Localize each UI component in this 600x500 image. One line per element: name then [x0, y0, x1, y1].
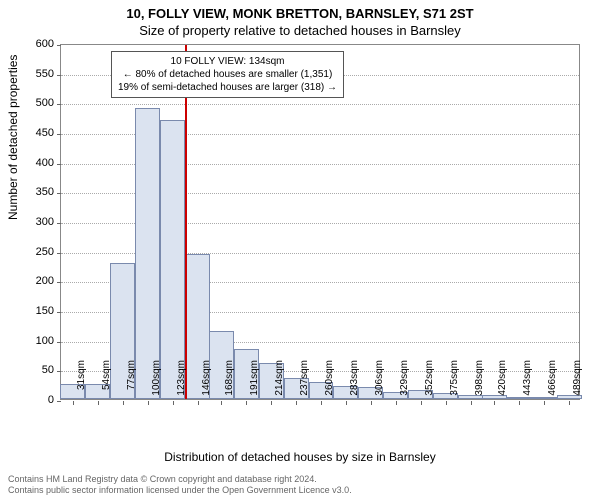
ytick-label: 300: [14, 216, 54, 228]
xtick-mark: [321, 401, 322, 405]
ytick-mark: [57, 164, 61, 165]
xtick-mark: [519, 401, 520, 405]
annotation-line: 19% of semi-detached houses are larger (…: [118, 81, 337, 94]
xtick-label: 168sqm: [224, 360, 235, 396]
xtick-label: 352sqm: [424, 360, 435, 396]
xtick-mark: [396, 401, 397, 405]
xtick-mark: [371, 401, 372, 405]
xtick-label: 420sqm: [497, 360, 508, 396]
xtick-mark: [123, 401, 124, 405]
ytick-label: 50: [14, 364, 54, 376]
ytick-mark: [57, 223, 61, 224]
xtick-label: 237sqm: [299, 360, 310, 396]
xtick-label: 398sqm: [474, 360, 485, 396]
xtick-mark: [246, 401, 247, 405]
xtick-label: 123sqm: [176, 360, 187, 396]
ytick-label: 100: [14, 335, 54, 347]
ytick-mark: [57, 45, 61, 46]
xtick-mark: [471, 401, 472, 405]
xtick-label: 375sqm: [449, 360, 460, 396]
xtick-mark: [421, 401, 422, 405]
xtick-mark: [98, 401, 99, 405]
ytick-label: 450: [14, 127, 54, 139]
xtick-label: 260sqm: [324, 360, 335, 396]
footer-line2: Contains public sector information licen…: [8, 485, 352, 496]
xtick-mark: [198, 401, 199, 405]
histogram-bar: [482, 395, 507, 399]
histogram-bar: [160, 120, 185, 399]
chart-title-address: 10, FOLLY VIEW, MONK BRETTON, BARNSLEY, …: [0, 0, 600, 21]
xtick-label: 191sqm: [249, 360, 260, 396]
xtick-mark: [346, 401, 347, 405]
ytick-mark: [57, 371, 61, 372]
ytick-mark: [57, 75, 61, 76]
ytick-label: 400: [14, 157, 54, 169]
xtick-mark: [148, 401, 149, 405]
chart-subtitle: Size of property relative to detached ho…: [0, 21, 600, 38]
xtick-label: 489sqm: [572, 360, 583, 396]
xtick-label: 54sqm: [101, 360, 112, 390]
xtick-label: 146sqm: [201, 360, 212, 396]
reference-line: [185, 45, 187, 399]
histogram-bar: [507, 397, 532, 399]
xtick-mark: [73, 401, 74, 405]
histogram-bar: [557, 395, 582, 399]
chart-footer: Contains HM Land Registry data © Crown c…: [8, 474, 352, 496]
chart-plot-area: 10 FOLLY VIEW: 134sqm← 80% of detached h…: [60, 44, 580, 400]
ytick-mark: [57, 134, 61, 135]
ytick-label: 250: [14, 246, 54, 258]
annotation-line: 10 FOLLY VIEW: 134sqm: [118, 55, 337, 68]
footer-line1: Contains HM Land Registry data © Crown c…: [8, 474, 352, 485]
xtick-label: 443sqm: [522, 360, 533, 396]
x-axis-label: Distribution of detached houses by size …: [0, 450, 600, 464]
ytick-mark: [57, 342, 61, 343]
xtick-mark: [271, 401, 272, 405]
xtick-label: 100sqm: [151, 360, 162, 396]
ytick-label: 350: [14, 186, 54, 198]
xtick-label: 77sqm: [126, 360, 137, 390]
xtick-label: 283sqm: [349, 360, 360, 396]
xtick-mark: [221, 401, 222, 405]
xtick-mark: [173, 401, 174, 405]
ytick-mark: [57, 193, 61, 194]
annotation-box: 10 FOLLY VIEW: 134sqm← 80% of detached h…: [111, 51, 344, 98]
gridline: [61, 104, 579, 105]
ytick-label: 0: [14, 394, 54, 406]
xtick-mark: [446, 401, 447, 405]
histogram-bar: [458, 395, 483, 399]
xtick-mark: [494, 401, 495, 405]
xtick-mark: [544, 401, 545, 405]
ytick-label: 200: [14, 275, 54, 287]
annotation-line: ← 80% of detached houses are smaller (1,…: [118, 68, 337, 81]
ytick-label: 600: [14, 38, 54, 50]
xtick-label: 31sqm: [76, 360, 87, 390]
histogram-bar: [532, 397, 557, 399]
ytick-mark: [57, 104, 61, 105]
ytick-label: 150: [14, 305, 54, 317]
ytick-label: 500: [14, 97, 54, 109]
xtick-mark: [569, 401, 570, 405]
ytick-label: 550: [14, 68, 54, 80]
histogram-bar: [135, 108, 160, 399]
xtick-mark: [296, 401, 297, 405]
xtick-label: 306sqm: [374, 360, 385, 396]
xtick-label: 214sqm: [274, 360, 285, 396]
ytick-mark: [57, 253, 61, 254]
ytick-mark: [57, 401, 61, 402]
ytick-mark: [57, 312, 61, 313]
ytick-mark: [57, 282, 61, 283]
xtick-label: 466sqm: [547, 360, 558, 396]
xtick-label: 329sqm: [399, 360, 410, 396]
